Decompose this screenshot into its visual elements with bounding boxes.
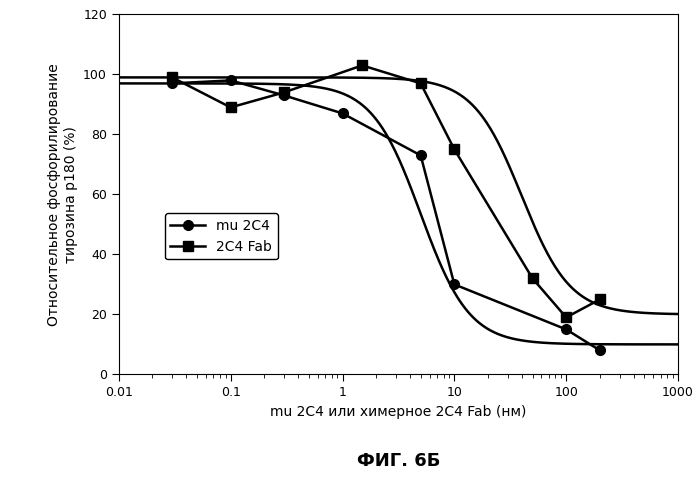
2C4 Fab — [562, 314, 570, 320]
Line: 2C4 Fab: 2C4 Fab — [167, 60, 605, 322]
2C4 Fab — [168, 74, 176, 80]
mu 2C4 — [562, 326, 570, 332]
2C4 Fab — [280, 89, 288, 95]
mu 2C4 — [338, 110, 347, 116]
mu 2C4 — [450, 281, 459, 287]
mu 2C4 — [417, 153, 425, 158]
Legend: mu 2C4, 2C4 Fab: mu 2C4, 2C4 Fab — [165, 214, 278, 260]
2C4 Fab — [358, 62, 366, 68]
2C4 Fab — [450, 146, 459, 152]
Text: ФИГ. 6Б: ФИГ. 6Б — [356, 452, 440, 470]
2C4 Fab — [528, 276, 537, 281]
Line: mu 2C4: mu 2C4 — [167, 75, 605, 355]
2C4 Fab — [226, 105, 235, 110]
mu 2C4 — [168, 81, 176, 86]
X-axis label: mu 2C4 или химерное 2C4 Fab (нм): mu 2C4 или химерное 2C4 Fab (нм) — [271, 405, 526, 419]
mu 2C4 — [226, 77, 235, 84]
Y-axis label: Относительное фосфорилирование
тирозина р180 (%): Относительное фосфорилирование тирозина … — [48, 63, 78, 326]
mu 2C4 — [280, 93, 288, 98]
mu 2C4 — [596, 348, 604, 353]
2C4 Fab — [596, 297, 604, 302]
2C4 Fab — [417, 81, 425, 86]
